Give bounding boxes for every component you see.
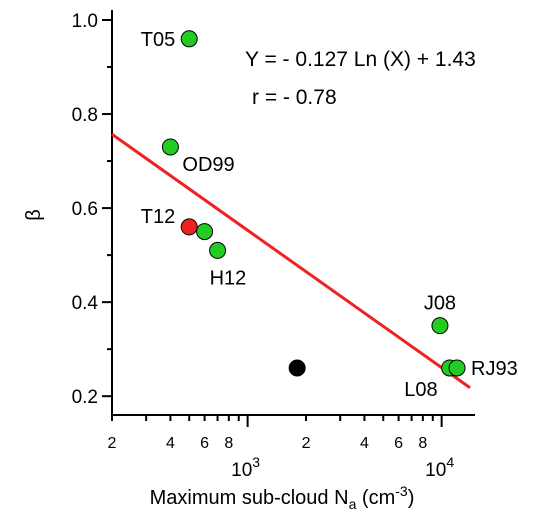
point-label: J08 bbox=[424, 293, 456, 315]
x-minor-tick-label: 4 bbox=[166, 435, 175, 452]
point-label: OD99 bbox=[182, 154, 234, 176]
data-point bbox=[180, 218, 198, 236]
x-axis-title: Maximum sub-cloud Na (cm-3) bbox=[150, 483, 415, 512]
data-point bbox=[448, 359, 466, 377]
x-major-tick-exponent: 4 bbox=[446, 454, 454, 470]
x-major-tick-base: 10 bbox=[231, 460, 252, 481]
data-point bbox=[180, 30, 198, 48]
data-point bbox=[288, 359, 306, 377]
y-axis: 0.2 0.4 0.6 0.8 1.0 bbox=[72, 10, 113, 415]
x-axis-title-sub: a bbox=[349, 496, 357, 512]
x-minor-tick-label: 2 bbox=[108, 435, 117, 452]
y-tick-label: 0.2 bbox=[72, 387, 98, 408]
x-minor-tick-label: 2 bbox=[302, 435, 311, 452]
equation-annotation: Y = - 0.127 Ln (X) + 1.43 bbox=[245, 48, 476, 71]
x-minor-tick-label: 8 bbox=[224, 435, 233, 452]
point-label: T05 bbox=[141, 29, 175, 51]
x-major-tick-base: 10 bbox=[425, 460, 446, 481]
x-major-tick-exponent: 3 bbox=[252, 454, 260, 470]
x-minor-tick-label: 6 bbox=[200, 435, 209, 452]
data-point bbox=[161, 138, 179, 156]
point-label: T12 bbox=[141, 206, 175, 228]
fit-line bbox=[111, 133, 471, 389]
x-major-tick-label: 104 bbox=[425, 454, 454, 481]
data-point bbox=[431, 317, 449, 335]
y-tick-label: 0.6 bbox=[72, 199, 98, 220]
x-axis-title-main: Maximum sub-cloud N bbox=[150, 487, 349, 509]
y-tick-label: 1.0 bbox=[72, 11, 98, 32]
data-point bbox=[209, 241, 227, 259]
x-axis-title-unit-sup: -3 bbox=[395, 483, 408, 499]
x-major-tick-label: 103 bbox=[231, 454, 260, 481]
data-points: T05 OD99 T12 H12 J08 L08 RJ93 bbox=[141, 29, 518, 401]
x-axis-title-unit-open: (cm bbox=[356, 487, 395, 509]
x-axis-title-unit-close: ) bbox=[408, 487, 415, 509]
fit-line-group bbox=[111, 133, 471, 389]
y-tick-label: 0.4 bbox=[72, 293, 99, 314]
x-minor-tick-label: 4 bbox=[360, 435, 369, 452]
y-tick-label: 0.8 bbox=[72, 105, 98, 126]
x-minor-tick-label: 6 bbox=[394, 435, 403, 452]
point-label: RJ93 bbox=[471, 358, 518, 380]
y-axis-title: β bbox=[23, 209, 45, 221]
data-point bbox=[196, 223, 214, 241]
point-label: L08 bbox=[404, 379, 437, 401]
correlation-annotation: r = - 0.78 bbox=[252, 86, 337, 109]
point-label: H12 bbox=[210, 267, 247, 289]
x-minor-tick-label: 8 bbox=[418, 435, 427, 452]
